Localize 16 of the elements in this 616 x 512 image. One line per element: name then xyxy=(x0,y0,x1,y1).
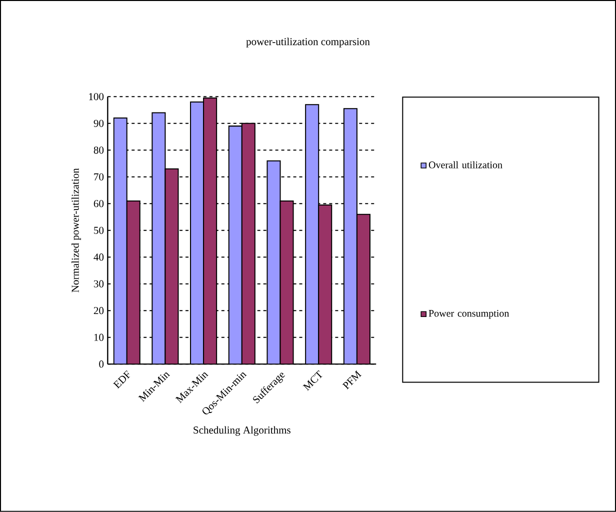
legend-label: Overall utilization xyxy=(428,161,502,168)
x-axis-title: Scheduling Algorithms xyxy=(194,426,290,436)
y-tick-label: 40 xyxy=(94,254,104,261)
y-tick-label: 70 xyxy=(94,173,104,181)
y-axis-title: Normalized power-utilization xyxy=(71,168,81,292)
y-tick-label: 80 xyxy=(94,146,104,154)
y-tick-label: 90 xyxy=(94,120,104,128)
y-tick-label: 60 xyxy=(94,200,104,208)
y-tick-label: 30 xyxy=(94,280,104,288)
y-tick-label: 50 xyxy=(94,226,104,234)
chart-title: power-utilization comparsion xyxy=(246,38,370,48)
y-tick-label: 20 xyxy=(94,307,104,314)
y-tick-label: 100 xyxy=(89,93,104,100)
legend-label: Power consumption xyxy=(428,310,510,319)
y-tick-label: 10 xyxy=(94,334,104,341)
y-tick-label: 0 xyxy=(99,360,104,368)
